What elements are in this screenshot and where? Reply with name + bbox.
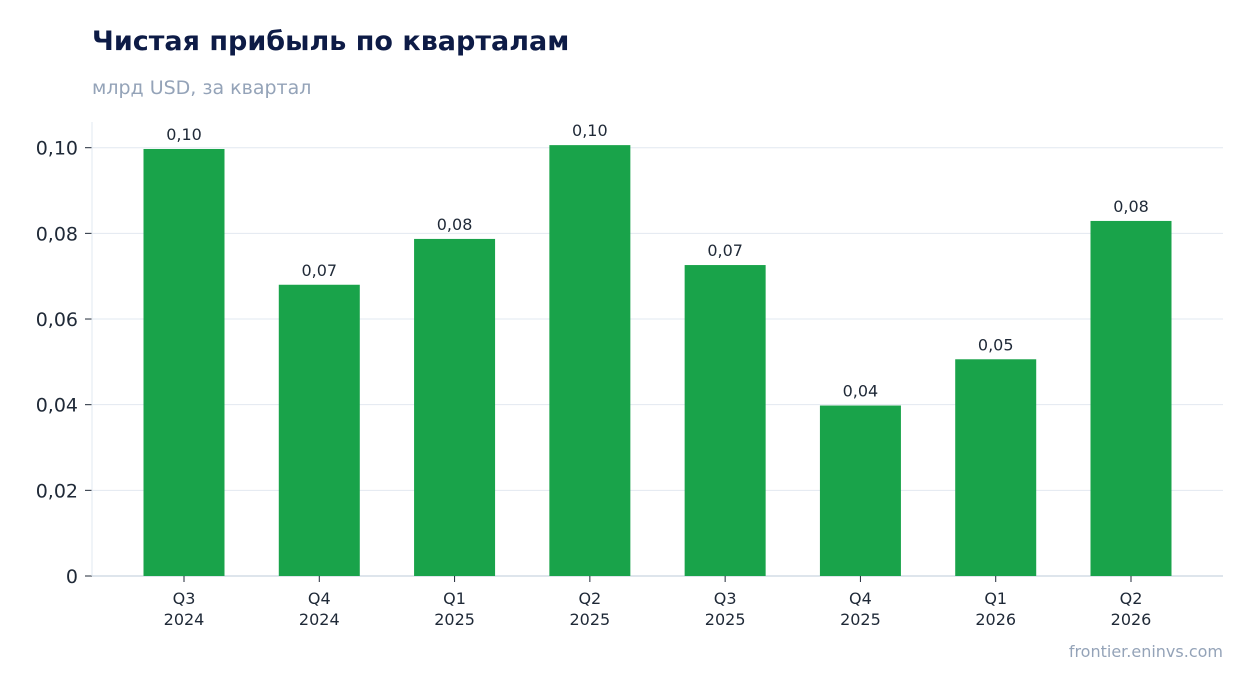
y-tick-label: 0,06 bbox=[36, 309, 78, 331]
x-tick-label-quarter: Q2 bbox=[1120, 589, 1143, 608]
data-label: 0,10 bbox=[166, 125, 202, 144]
bar bbox=[278, 284, 360, 576]
x-tick-label-year: 2025 bbox=[840, 610, 881, 629]
y-tick-label: 0,04 bbox=[36, 395, 78, 417]
y-tick-label: 0,10 bbox=[36, 138, 78, 160]
x-tick-label-year: 2024 bbox=[299, 610, 340, 629]
y-tick-label: 0,02 bbox=[36, 480, 78, 502]
x-tick-label-quarter: Q1 bbox=[443, 589, 466, 608]
data-label: 0,07 bbox=[301, 261, 337, 280]
x-tick-label-quarter: Q1 bbox=[984, 589, 1007, 608]
bar bbox=[819, 405, 901, 576]
data-label: 0,05 bbox=[978, 335, 1014, 354]
bar bbox=[549, 145, 631, 576]
data-labels: 0,10 0,07 0,08 0,10 0,07 0,04 0,05 0,08 bbox=[166, 121, 1149, 400]
data-label: 0,04 bbox=[843, 382, 879, 401]
x-tick-label-quarter: Q2 bbox=[578, 589, 601, 608]
data-label: 0,10 bbox=[572, 121, 608, 140]
gridlines bbox=[92, 147, 1223, 491]
chart-title: Чистая прибыль по кварталам bbox=[92, 26, 570, 57]
x-tick-label-year: 2025 bbox=[569, 610, 610, 629]
data-label: 0,07 bbox=[707, 241, 743, 260]
chart-subtitle: млрд USD, за квартал bbox=[92, 77, 312, 99]
x-tick-label-quarter: Q4 bbox=[849, 589, 872, 608]
axes bbox=[85, 122, 1223, 582]
y-tick-label: 0 bbox=[66, 566, 78, 588]
bar bbox=[143, 148, 225, 576]
bar bbox=[684, 265, 766, 576]
x-tick-label-year: 2025 bbox=[434, 610, 475, 629]
x-tick-label-quarter: Q4 bbox=[308, 589, 331, 608]
data-label: 0,08 bbox=[437, 215, 473, 234]
bars bbox=[143, 145, 1172, 576]
tick-labels: 0 0,02 0,04 0,06 0,08 0,10 Q3 2024 Q4 2024 Q1 2025 Q… bbox=[36, 138, 1152, 629]
x-tick-label-year: 2025 bbox=[705, 610, 746, 629]
x-tick-label-year: 2024 bbox=[164, 610, 205, 629]
source-credit: frontier.eninvs.com bbox=[1068, 642, 1223, 661]
bar bbox=[955, 359, 1037, 576]
y-tick-label: 0,08 bbox=[36, 223, 78, 245]
x-tick-label-year: 2026 bbox=[1111, 610, 1152, 629]
bar bbox=[414, 238, 496, 576]
x-tick-label-quarter: Q3 bbox=[173, 589, 196, 608]
data-label: 0,08 bbox=[1113, 197, 1149, 216]
x-tick-label-quarter: Q3 bbox=[714, 589, 737, 608]
bar bbox=[1090, 220, 1172, 576]
x-tick-label-year: 2026 bbox=[975, 610, 1016, 629]
